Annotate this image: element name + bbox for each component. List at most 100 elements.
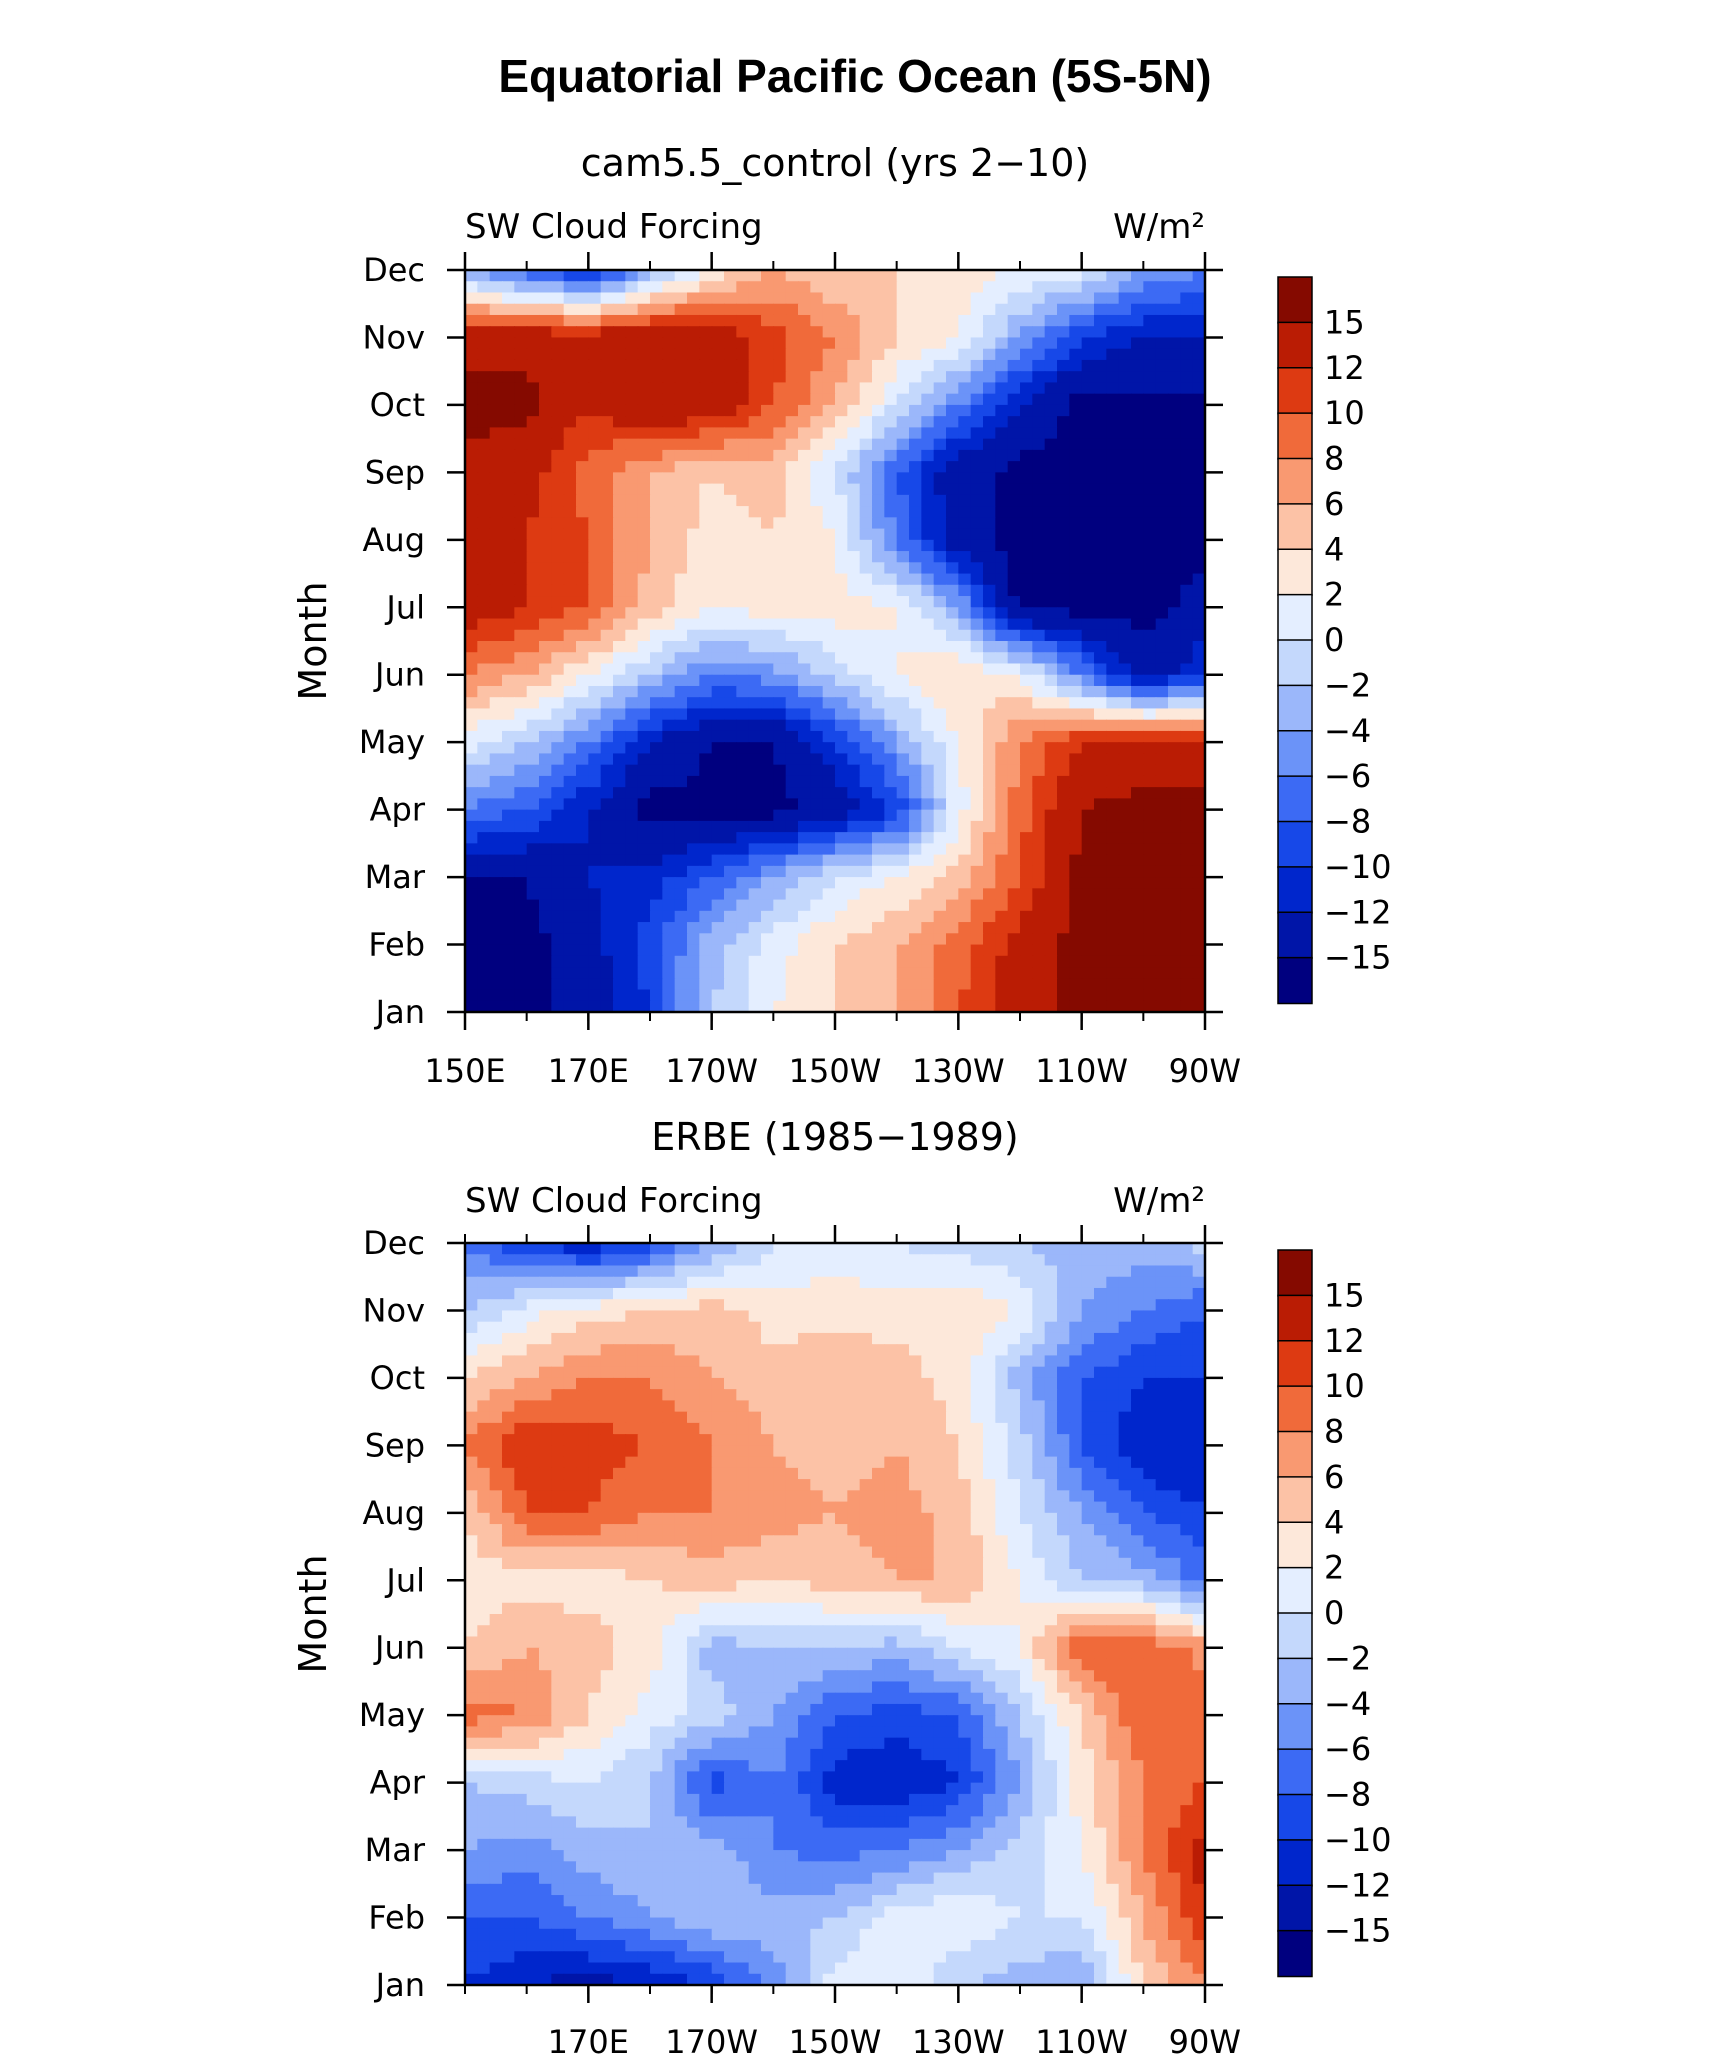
field-cell [489, 551, 503, 563]
field-cell [736, 652, 750, 665]
field-cell [699, 607, 713, 620]
field-cell [674, 663, 688, 676]
field-cell [798, 1377, 812, 1390]
field-cell [909, 775, 923, 788]
field-cell [526, 596, 540, 608]
field-cell [650, 652, 664, 665]
field-cell [502, 483, 516, 496]
field-cell [1118, 629, 1132, 642]
field-cell [465, 382, 479, 395]
field-cell [687, 742, 701, 755]
field-cell [958, 270, 972, 282]
field-cell [1168, 1332, 1182, 1345]
field-cell [1168, 461, 1182, 474]
field-cell [502, 809, 516, 822]
field-cell [761, 922, 775, 934]
field-cell [1057, 843, 1071, 856]
field-cell [773, 1310, 787, 1323]
field-cell [588, 506, 602, 519]
field-cell [810, 1411, 824, 1424]
field-cell [539, 719, 553, 732]
field-cell [958, 809, 972, 822]
field-cell [1081, 1344, 1095, 1357]
field-cell [514, 427, 528, 440]
field-cell [662, 978, 676, 991]
field-cell [1057, 461, 1071, 474]
field-cell [872, 1332, 886, 1345]
field-cell [539, 888, 553, 901]
field-cell [576, 955, 590, 968]
field-cell [983, 730, 997, 743]
field-cell [995, 865, 1009, 878]
field-cell [1155, 877, 1169, 890]
field-cell [625, 1377, 639, 1390]
field-cell [674, 416, 688, 429]
field-cell [958, 742, 972, 755]
field-cell [1192, 438, 1205, 451]
field-cell [835, 517, 849, 530]
field-cell [1106, 663, 1120, 676]
field-cell [514, 820, 528, 833]
field-cell [1081, 1310, 1095, 1323]
field-cell [835, 1344, 849, 1357]
field-cell [1044, 438, 1058, 451]
field-cell [946, 1243, 960, 1255]
field-cell [1032, 618, 1046, 631]
field-cell [1106, 326, 1120, 339]
field-cell [699, 393, 713, 406]
field-cell [970, 629, 984, 642]
field-cell [477, 674, 491, 687]
field-cell [1081, 674, 1095, 687]
field-cell [1032, 449, 1046, 462]
field-cell [526, 1355, 540, 1368]
field-cell [489, 404, 503, 417]
field-cell [773, 899, 787, 912]
field-cell [1118, 1400, 1132, 1413]
field-cell [502, 404, 516, 417]
field-cell [847, 1332, 861, 1345]
field-cell [835, 270, 849, 282]
field-cell [1032, 270, 1046, 282]
field-cell [921, 730, 935, 743]
field-cell [711, 955, 725, 968]
field-cell [650, 382, 664, 395]
field-cell [810, 641, 824, 653]
field-cell [625, 506, 639, 519]
field-cell [1106, 1276, 1120, 1289]
field-cell [600, 843, 614, 856]
field-cell [1081, 539, 1095, 552]
field-cell [1020, 1400, 1034, 1413]
field-cell [773, 618, 787, 631]
field-cell [847, 730, 861, 743]
field-cell [884, 461, 898, 474]
field-cell [662, 865, 676, 878]
field-cell [1180, 641, 1194, 653]
field-cell [884, 584, 898, 597]
field-cell [1057, 641, 1071, 653]
field-cell [588, 314, 602, 327]
field-cell [1168, 1000, 1182, 1012]
field-cell [1069, 371, 1083, 384]
field-cell [921, 1355, 935, 1368]
field-cell [539, 989, 553, 1002]
field-cell [1155, 719, 1169, 732]
field-cell [1106, 832, 1120, 845]
field-cell [711, 1000, 725, 1012]
field-cell [551, 865, 565, 878]
field-cell [625, 1310, 639, 1323]
field-cell [514, 359, 528, 372]
field-cell [970, 955, 984, 968]
field-cell [699, 877, 713, 890]
field-cell [699, 764, 713, 777]
field-cell [613, 337, 627, 350]
field-cell [970, 899, 984, 912]
field-cell [909, 270, 923, 282]
field-cell [736, 865, 750, 878]
field-cell [724, 539, 738, 552]
field-cell [637, 888, 651, 901]
field-cell [1118, 832, 1132, 845]
field-cell [1044, 697, 1058, 710]
field-cell [1069, 517, 1083, 530]
field-cell [489, 1276, 503, 1289]
field-cell [514, 1276, 528, 1289]
